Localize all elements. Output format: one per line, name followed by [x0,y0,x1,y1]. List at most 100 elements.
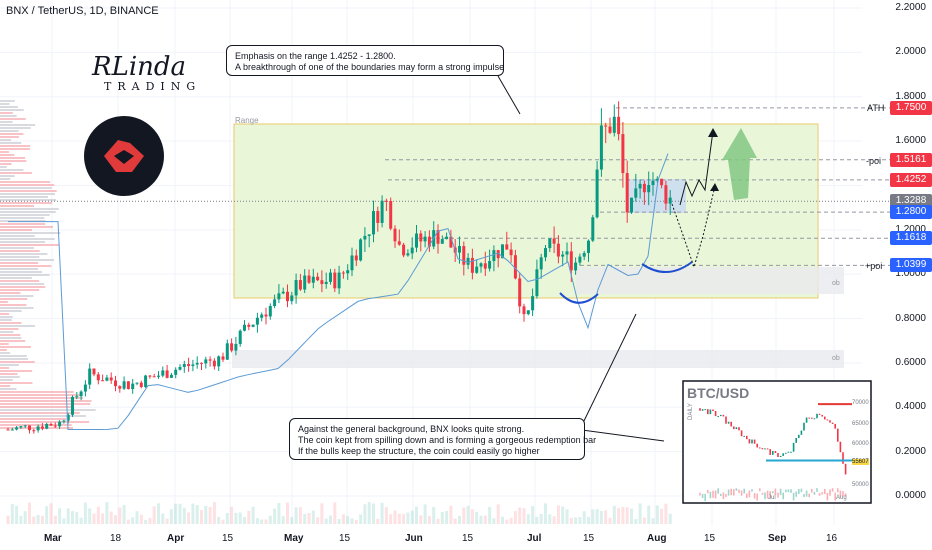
volume-profile-bar [0,208,59,210]
inset-volume-bar [712,490,714,498]
volume-profile-bar [0,415,86,417]
time-axis-tick: Jun [405,533,423,544]
volume-bar [427,515,431,524]
volume-profile-bar [0,406,73,408]
volume-bar [458,515,461,524]
volume-profile-bar [0,136,19,138]
volume-bar [28,502,31,524]
candle-body [49,423,53,426]
volume-profile-bar [0,112,13,114]
candle-body [316,276,320,281]
candle-body [591,217,595,241]
time-axis-tick: Apr [167,533,185,544]
candle-body [402,244,406,256]
candle-body [79,391,83,397]
candle-body [62,420,66,422]
volume-bar [195,505,199,524]
volume-bar [165,518,169,524]
candle-body [462,246,466,265]
volume-profile-bar [0,187,52,189]
top-callout: Emphasis on the range 1.4252 - 1.2800. A… [226,45,504,76]
candle-body [372,211,375,235]
volume-profile-bar [0,118,26,120]
candle-body [561,254,565,257]
candle-body [440,239,444,244]
volume-profile-bar [0,160,27,162]
volume-bar [303,513,307,524]
inset-volume-bar [800,488,803,493]
volume-bar [642,517,646,524]
volume-profile-bar [0,328,19,330]
volume-bar [316,517,320,524]
volume-profile-bar [0,268,39,270]
volume-bar [453,518,457,524]
candle-body [466,257,470,265]
volume-profile-bar [0,280,40,282]
volume-bar [208,507,212,524]
volume-bar [169,509,173,524]
moving-average-line [8,153,669,430]
candle-body [286,291,289,302]
inset-candle [735,427,738,430]
price-badge-range-top: 1.4252 [890,172,932,187]
volume-bar [307,512,311,524]
inset-volume-bar [730,488,732,496]
inset-candle [764,448,766,450]
candle-body [53,425,57,427]
candle-body [664,185,668,204]
candle-body [479,263,483,267]
logo-sub-text: TRADING [104,80,202,93]
volume-bar [148,518,152,524]
inset-candle [808,417,810,419]
volume-bar [255,518,259,524]
inset-volume-bar [792,492,795,501]
candle-body [255,317,259,325]
volume-bar [234,512,238,524]
candle-body [518,278,522,307]
volume-bar [651,518,655,524]
volume-bar [668,513,672,524]
volume-bar [363,504,367,524]
volume-profile-bar [0,394,81,396]
volume-profile-bar [0,145,31,147]
volume-profile-bar [0,316,13,318]
inset-volume-bar [834,492,836,501]
candle-body [135,382,139,384]
candle-body [535,269,539,297]
inset-volume-bar [699,492,701,496]
volume-profile-bar [0,373,18,375]
volume-bar [260,519,264,524]
volume-profile-bar [0,199,57,201]
inset-candle [701,409,704,411]
volume-bar [445,511,449,524]
candle-body [668,197,672,204]
time-axis-tick: Mar [44,533,62,544]
volume-bar [19,515,23,524]
inset-volume-bar [829,489,831,496]
candle-body [114,380,117,387]
candle-body [475,266,479,273]
inset-volume-bar [813,491,816,495]
price-axis-tick: 2.2000 [895,2,926,13]
inset-volume-bar [777,492,779,498]
candle-body [6,429,10,431]
volume-bar [509,517,513,524]
candle-body [569,251,573,271]
volume-bar [578,517,582,524]
volume-profile-bar [0,157,26,159]
candle-body [298,280,302,290]
rhino-logo-inner [114,150,134,164]
volume-profile-bar [0,184,55,186]
price-badge-ath: 1.7500 [890,100,932,115]
volume-bar [221,519,225,524]
volume-bar [341,514,345,524]
volume-bar [479,515,483,524]
volume-bar [526,514,530,524]
inset-volume-bar [805,490,808,497]
candle-body [513,255,517,279]
inset-volume-bar [717,488,719,494]
inset-volume-bar [756,493,758,501]
candle-body [307,275,311,283]
candle-body [277,293,281,300]
